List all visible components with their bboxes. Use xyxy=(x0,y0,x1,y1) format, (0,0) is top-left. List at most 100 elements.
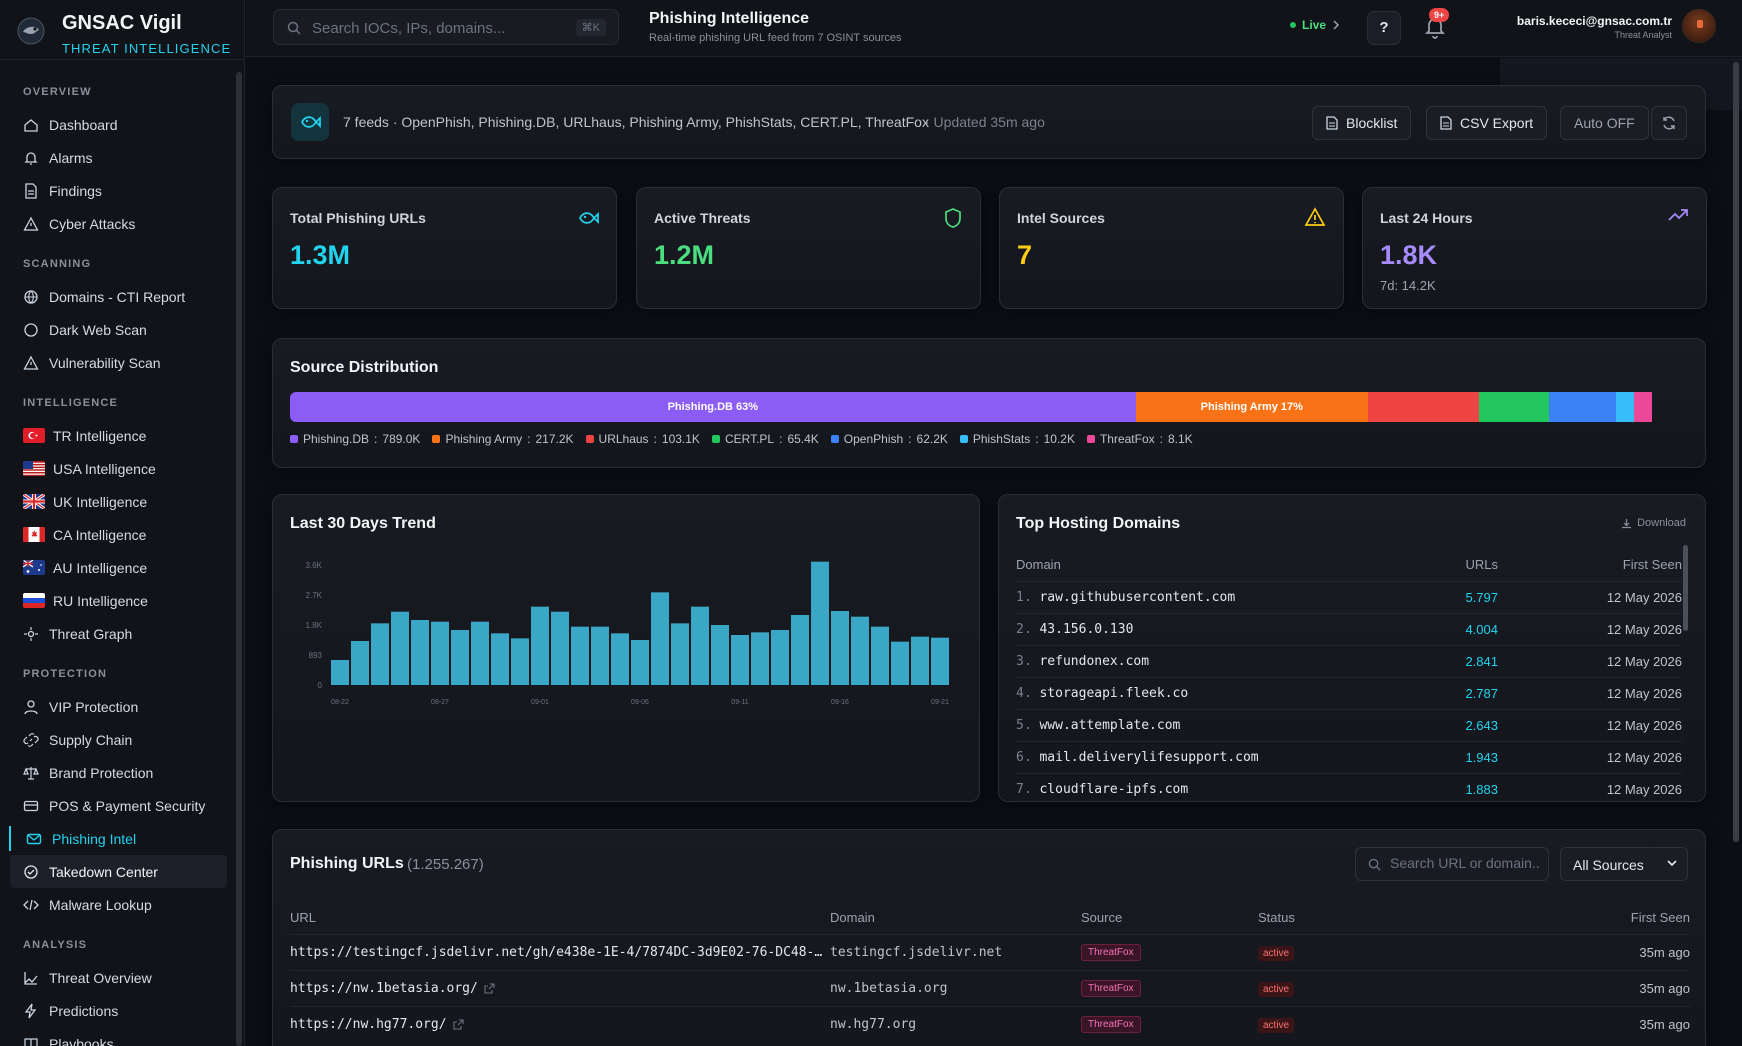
row-domain: nw.hg77.org xyxy=(830,1005,1081,1042)
external-link-icon[interactable] xyxy=(484,982,495,994)
chart-bar[interactable] xyxy=(711,625,729,685)
sidebar-item-malware-lookup[interactable]: Malware Lookup xyxy=(0,888,227,921)
chart-bar[interactable] xyxy=(891,641,909,685)
sidebar-item-domains-cti-report[interactable]: Domains - CTI Report xyxy=(0,280,227,313)
csv-export-button[interactable]: CSV Export xyxy=(1426,106,1548,140)
chart-bar[interactable] xyxy=(831,611,849,685)
auto-refresh-toggle[interactable]: Auto OFF xyxy=(1560,106,1649,140)
sidebar-item-vip-protection[interactable]: VIP Protection xyxy=(0,690,227,723)
sidebar-item-label: Domains - CTI Report xyxy=(49,288,186,305)
sidebar-item-playbooks[interactable]: Playbooks xyxy=(0,1027,227,1046)
external-link-icon[interactable] xyxy=(452,1019,464,1030)
table-row[interactable]: 1. raw.githubusercontent.com 5.797 12 May … xyxy=(1016,580,1682,613)
chart-bar[interactable] xyxy=(591,626,609,685)
chart-bar[interactable] xyxy=(611,633,629,685)
source-filter-select[interactable]: All Sources xyxy=(1560,847,1688,881)
sidebar-item-predictions[interactable]: Predictions xyxy=(0,994,227,1027)
live-toggle[interactable]: Live xyxy=(1290,18,1340,32)
sidebar-item-brand-protection[interactable]: Brand Protection xyxy=(0,756,227,789)
download-button[interactable]: Download xyxy=(1621,517,1686,529)
refresh-button[interactable] xyxy=(1651,106,1687,140)
distribution-segment[interactable] xyxy=(1367,392,1479,422)
hosting-scrollbar[interactable] xyxy=(1683,545,1688,631)
table-row[interactable]: 7. cloudflare-ipfs.com 1.883 12 May 2026 xyxy=(1016,772,1682,801)
chart-bar[interactable] xyxy=(731,635,749,685)
table-row[interactable]: 4. storageapi.fleek.co 2.787 12 May 2026 xyxy=(1016,676,1682,709)
sidebar-scrollbar[interactable] xyxy=(236,72,242,1046)
sidebar-item-cyber-attacks[interactable]: Cyber Attacks xyxy=(0,207,227,240)
table-row[interactable]: https://testingcf.jsdelivr.net/gh/e438e-… xyxy=(290,933,1690,970)
chart-bar[interactable] xyxy=(651,592,669,685)
url-search-input[interactable] xyxy=(1390,855,1540,871)
table-row[interactable]: 6. mail.deliverylifesupport.com 1.943 12 M… xyxy=(1016,740,1682,773)
url-search[interactable] xyxy=(1355,847,1549,881)
sidebar-item-threat-graph[interactable]: Threat Graph xyxy=(0,617,227,650)
sidebar-item-ru-intelligence[interactable]: RU Intelligence xyxy=(0,584,227,617)
sidebar-item-alarms[interactable]: Alarms xyxy=(0,141,227,174)
chart-bar[interactable] xyxy=(511,638,529,685)
table-row[interactable]: https://nw.hg77.org/nw.hg77.org ThreatFox… xyxy=(290,1005,1690,1042)
help-button[interactable]: ? xyxy=(1367,11,1401,45)
sidebar-item-label: Alarms xyxy=(49,149,93,166)
chart-bar[interactable] xyxy=(631,640,649,685)
row-url[interactable]: https://nw.hg77.org/ xyxy=(290,1016,447,1032)
chart-bar[interactable] xyxy=(391,611,409,685)
table-row[interactable]: 3. refundonex.com 2.841 12 May 2026 xyxy=(1016,644,1682,677)
distribution-segment[interactable]: Phishing Army 17% xyxy=(1135,392,1368,422)
blocklist-button[interactable]: Blocklist xyxy=(1312,106,1412,140)
sidebar-item-usa-intelligence[interactable]: USA Intelligence xyxy=(0,452,227,485)
chart-bar[interactable] xyxy=(431,621,449,685)
chart-bar[interactable] xyxy=(571,626,589,685)
chart-bar[interactable] xyxy=(331,660,349,685)
chart-bar[interactable] xyxy=(471,621,489,685)
chart-bar[interactable] xyxy=(931,637,949,685)
global-search-input[interactable] xyxy=(312,17,542,39)
distribution-segment[interactable] xyxy=(1633,392,1653,422)
row-url[interactable]: https://testingcf.jsdelivr.net/gh/e438e-… xyxy=(290,944,830,960)
sidebar-item-takedown-center[interactable]: Takedown Center xyxy=(10,855,227,888)
sidebar-item-label: Dashboard xyxy=(49,116,118,133)
sidebar-item-uk-intelligence[interactable]: UK Intelligence xyxy=(0,485,227,518)
sidebar-item-supply-chain[interactable]: Supply Chain xyxy=(0,723,227,756)
table-row[interactable]: 2. 43.156.0.130 4.004 12 May 2026 xyxy=(1016,612,1682,645)
sidebar-item-tr-intelligence[interactable]: TR Intelligence xyxy=(0,419,227,452)
chart-bar[interactable] xyxy=(451,630,469,685)
table-row[interactable]: 5. www.attemplate.com 2.643 12 May 2026 xyxy=(1016,708,1682,741)
chart-bar[interactable] xyxy=(531,606,549,685)
sidebar-item-pos-payment-security[interactable]: POS & Payment Security xyxy=(0,789,227,822)
chart-bar[interactable] xyxy=(671,623,689,685)
sidebar-item-au-intelligence[interactable]: AU Intelligence xyxy=(0,551,227,584)
column-header: URL xyxy=(290,910,317,926)
sidebar-item-threat-overview[interactable]: Threat Overview xyxy=(0,961,227,994)
chart-bar[interactable] xyxy=(751,632,769,685)
sidebar-item-dark-web-scan[interactable]: Dark Web Scan xyxy=(0,313,227,346)
sidebar-item-phishing-intel[interactable]: Phishing Intel xyxy=(0,822,227,855)
sidebar-item-ca-intelligence[interactable]: CA Intelligence xyxy=(0,518,227,551)
sidebar-item-dashboard[interactable]: Dashboard xyxy=(0,108,227,141)
chart-bar[interactable] xyxy=(371,623,389,685)
chart-bar[interactable] xyxy=(911,636,929,685)
main-scrollbar[interactable] xyxy=(1733,62,1739,842)
distribution-segment[interactable] xyxy=(1548,392,1616,422)
chart-bar[interactable] xyxy=(851,616,869,685)
global-search[interactable]: ⌘K xyxy=(273,9,619,45)
sidebar-item-vulnerability-scan[interactable]: Vulnerability Scan xyxy=(0,346,227,379)
chart-bar[interactable] xyxy=(691,606,709,685)
chart-bar[interactable] xyxy=(411,620,429,685)
chart-bar[interactable] xyxy=(871,626,889,685)
distribution-segment[interactable]: Phishing.DB 63% xyxy=(290,392,1136,422)
row-domain: 43.156.0.130 xyxy=(1039,621,1134,637)
chart-bar[interactable] xyxy=(491,633,509,685)
chart-bar[interactable] xyxy=(791,615,809,685)
chart-bar[interactable] xyxy=(351,641,369,685)
refresh-icon xyxy=(1663,116,1675,130)
sidebar-item-findings[interactable]: Findings xyxy=(0,174,227,207)
chart-bar[interactable] xyxy=(811,561,829,685)
distribution-segment[interactable] xyxy=(1615,392,1634,422)
avatar[interactable] xyxy=(1682,9,1716,43)
row-url[interactable]: https://nw.1betasia.org/ xyxy=(290,980,478,996)
table-row[interactable]: https://nw.1betasia.org/nw.1betasia.org T… xyxy=(290,969,1690,1006)
chart-bar[interactable] xyxy=(771,630,789,685)
chart-bar[interactable] xyxy=(551,611,569,685)
distribution-segment[interactable] xyxy=(1478,392,1549,422)
